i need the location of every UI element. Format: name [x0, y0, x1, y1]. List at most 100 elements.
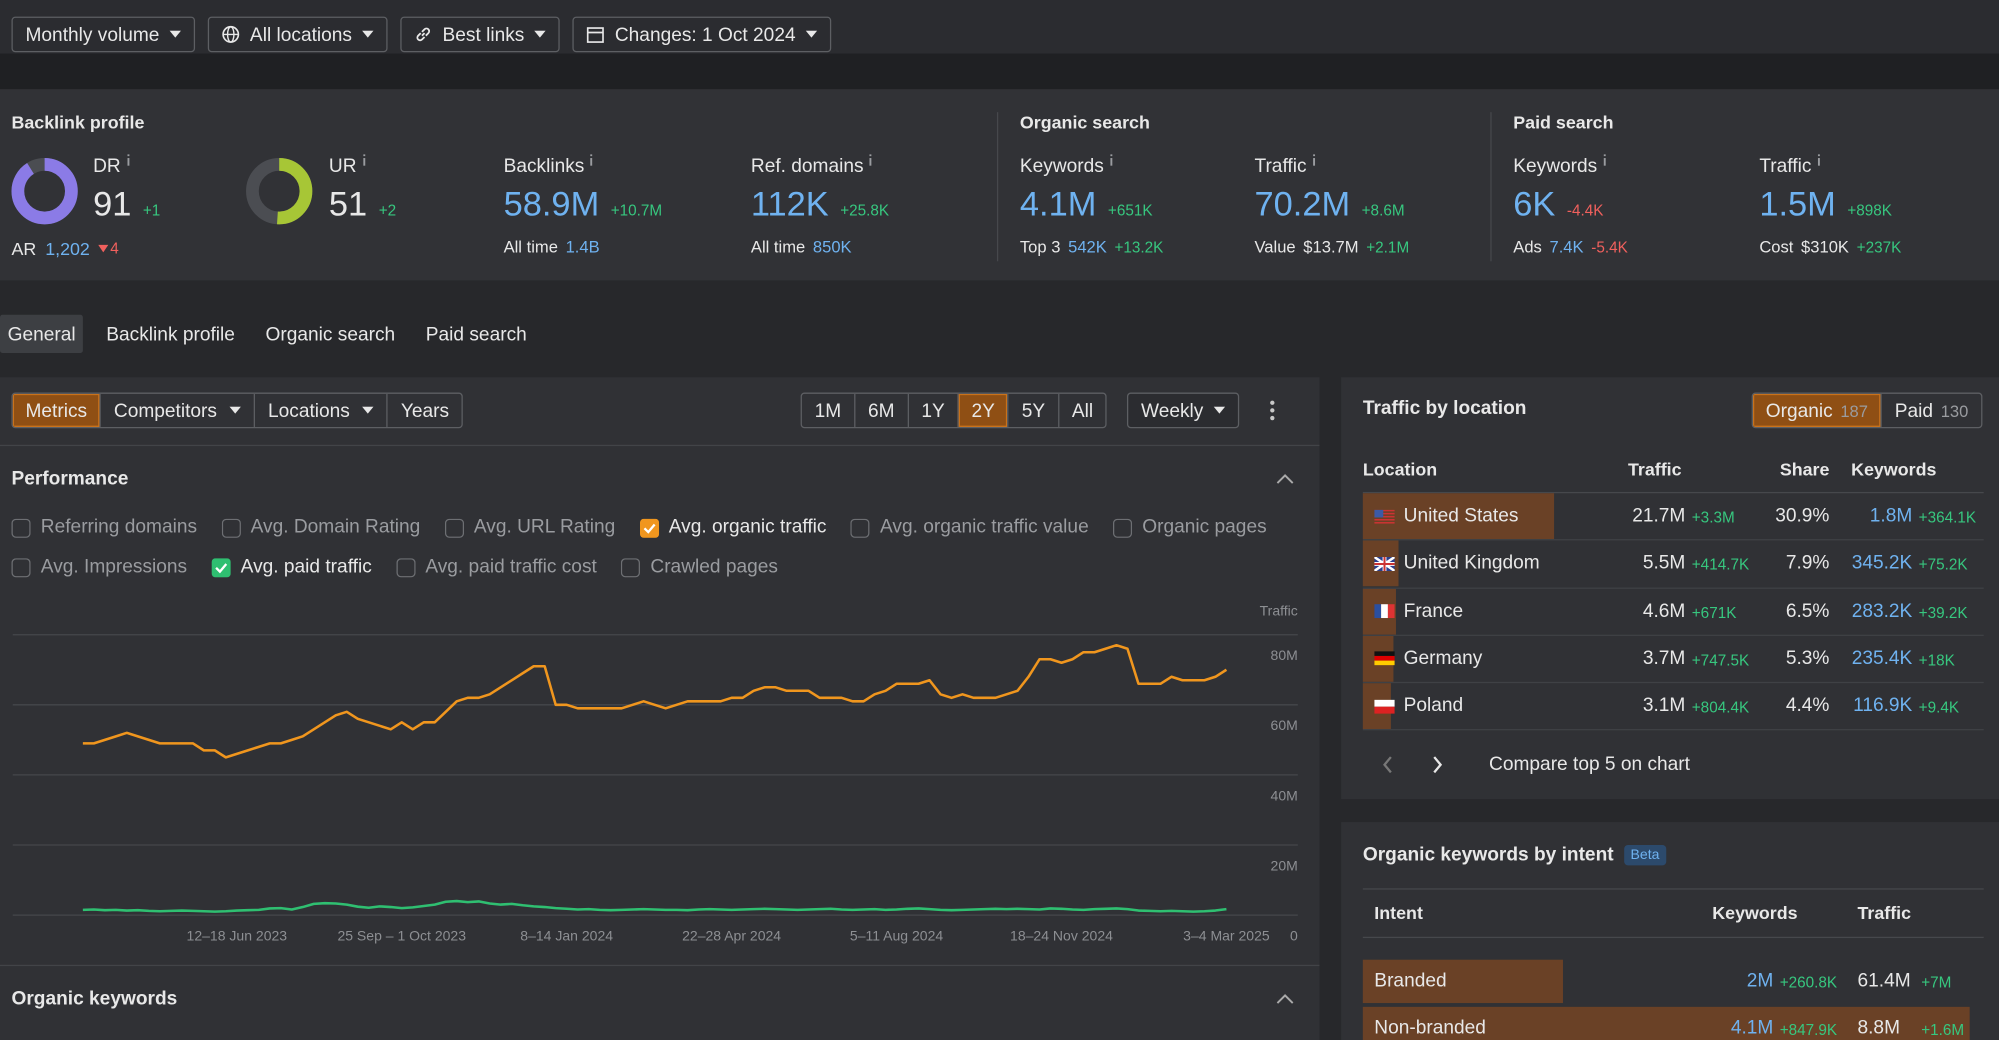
- flag-band: [1374, 604, 1382, 619]
- filter-button[interactable]: Changes: 1 Oct 2024: [572, 16, 832, 53]
- metric-toggle[interactable]: Avg. organic traffic value: [850, 515, 1089, 540]
- metric-label: UR: [328, 155, 357, 178]
- toggle-button[interactable]: Organic 187: [1752, 393, 1881, 427]
- filter-button[interactable]: Best links: [400, 16, 561, 53]
- link-icon: [416, 27, 431, 42]
- interval-select[interactable]: Weekly: [1126, 392, 1240, 429]
- filter-label: Monthly volume: [25, 23, 160, 46]
- metric-sub-change: +237K: [1856, 238, 1902, 257]
- metric-sub-change: -5.4K: [1591, 238, 1628, 257]
- checkbox: [11, 557, 31, 577]
- metric-toggle[interactable]: Avg. paid traffic: [211, 554, 372, 579]
- source-toggle: Organic 187 Paid 130: [1751, 392, 1983, 429]
- arrow: [1433, 756, 1443, 774]
- pager-arrow[interactable]: [1382, 756, 1393, 774]
- period-button[interactable]: 6M: [853, 393, 907, 427]
- view-button[interactable]: Competitors: [99, 393, 254, 427]
- chevron: [1276, 474, 1294, 484]
- row-separator: [1362, 682, 1984, 684]
- metric-sub-value: 1.4B: [565, 237, 600, 257]
- metric-label: Keywords: [1019, 155, 1104, 178]
- info-dot: [362, 154, 365, 157]
- separator: [1362, 491, 1984, 494]
- pager-arrow[interactable]: [1432, 756, 1443, 774]
- metric: Keywords 6K -4.4K Ads 7.4K -5.4K: [1513, 154, 1628, 259]
- metric-toggle[interactable]: Avg. organic traffic: [639, 515, 826, 540]
- keywords-change: +847.9K: [1779, 1020, 1838, 1039]
- y-axis-label: Traffic: [1260, 602, 1298, 618]
- metric-toggle[interactable]: Avg. Impressions: [11, 554, 187, 579]
- metric-toggle[interactable]: Referring domains: [11, 515, 197, 540]
- view-button[interactable]: Years: [386, 393, 462, 427]
- view-label: Locations: [267, 399, 350, 422]
- menu-dot: [1270, 415, 1275, 421]
- view-label: Years: [400, 399, 450, 422]
- metric-toggle-label: Avg. Impressions: [40, 555, 188, 578]
- info-bar: [1603, 158, 1606, 166]
- period-button[interactable]: 1Y: [907, 393, 957, 427]
- metric-row: Avg. Impressions Avg. paid traffic Avg. pa…: [11, 554, 778, 579]
- metric-label: Traffic: [1254, 155, 1307, 178]
- table-header: Keywords: [1851, 458, 1937, 480]
- compare-link[interactable]: Compare top 5 on chart: [1489, 753, 1690, 775]
- checkbox-box: [621, 557, 641, 577]
- traffic-change: +7M: [1921, 973, 1952, 992]
- keywords-change: +18K: [1918, 651, 1955, 669]
- tab[interactable]: Backlink profile: [106, 323, 235, 345]
- traffic-change: +1.6M: [1921, 1020, 1965, 1039]
- checkbox-box: [1112, 518, 1133, 538]
- keywords-change: +39.2K: [1918, 603, 1968, 622]
- metric-toggle[interactable]: Organic pages: [1112, 515, 1267, 540]
- metric-toggle[interactable]: Avg. Domain Rating: [221, 515, 420, 540]
- table-header: Share: [1779, 458, 1830, 480]
- flag-canton: [1374, 509, 1384, 517]
- metric: Keywords 4.1M +651K Top 3 542K +13.2K: [1020, 154, 1164, 259]
- metric: DR 91 +1: [93, 154, 160, 230]
- filter-button[interactable]: All locations: [207, 16, 388, 53]
- flag-band: [1374, 651, 1395, 657]
- metric-sub-value: $13.7M: [1303, 237, 1359, 257]
- y-tick-label: 60M: [1271, 717, 1298, 733]
- view-button[interactable]: Locations: [253, 393, 387, 427]
- x-tick-label: 25 Sep – 1 Oct 2023: [337, 927, 466, 943]
- filter-label: All locations: [249, 23, 352, 46]
- metric: Ref. domains 112K +25.8K All time 850K: [751, 154, 889, 259]
- toggle-button[interactable]: Paid 130: [1880, 393, 1981, 427]
- period-button[interactable]: 5Y: [1007, 393, 1058, 427]
- metric-sub-label: All time: [750, 237, 806, 257]
- tab[interactable]: Organic search: [265, 323, 396, 345]
- info-dot: [1817, 154, 1820, 157]
- country: Poland: [1403, 694, 1464, 717]
- table-header: Traffic: [1627, 458, 1682, 480]
- chevron: [1276, 994, 1294, 1004]
- toggle-label: Paid: [1894, 399, 1934, 422]
- metric-toggle[interactable]: Avg. URL Rating: [444, 515, 616, 540]
- period-button[interactable]: 1M: [814, 399, 842, 422]
- view-button[interactable]: Metrics: [12, 393, 100, 427]
- metric-row: Referring domains Avg. Domain Rating Avg. …: [11, 515, 1267, 540]
- interval-label: Weekly: [1141, 399, 1204, 422]
- checkbox-box: [11, 557, 31, 577]
- tab[interactable]: Paid search: [425, 323, 527, 345]
- metric-label: Ref. domains: [750, 155, 864, 178]
- metric-toggle-label: Crawled pages: [650, 555, 778, 578]
- flag-stripe: [1374, 518, 1395, 520]
- flag-band: [1374, 656, 1395, 662]
- metric-toggle[interactable]: Crawled pages: [621, 554, 778, 579]
- period-button[interactable]: All: [1057, 393, 1106, 427]
- filter-button[interactable]: Monthly volume: [11, 16, 196, 53]
- metric-label-row: DR: [93, 154, 160, 179]
- flag-band: [1374, 699, 1395, 707]
- metric-sub-value: 7.4K: [1549, 237, 1584, 257]
- metric-toggle-label: Referring domains: [40, 516, 198, 538]
- intent-name: Non-branded: [1374, 1017, 1486, 1039]
- keywords: 116.9K: [1853, 694, 1913, 717]
- metric-toggle[interactable]: Avg. paid traffic cost: [396, 554, 597, 579]
- metric-value: 51: [328, 184, 368, 224]
- tab[interactable]: General: [0, 314, 84, 354]
- metric-toggle-label: Avg. URL Rating: [473, 516, 616, 538]
- metric-label-row: Keywords: [1020, 154, 1164, 179]
- caret: [169, 30, 182, 38]
- period-button[interactable]: 2Y: [957, 393, 1008, 427]
